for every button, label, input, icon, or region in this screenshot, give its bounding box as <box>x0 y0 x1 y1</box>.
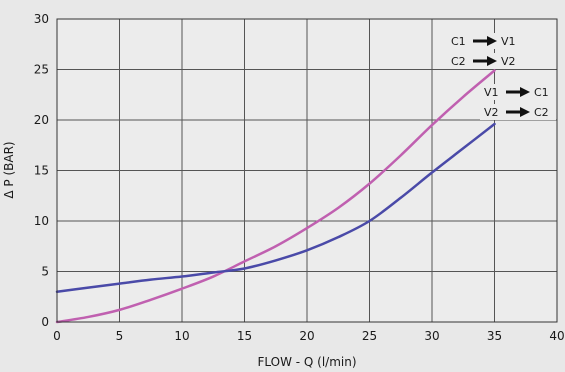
series-group <box>55 69 496 324</box>
legend-to-label: C2 <box>534 106 549 119</box>
legend-from-label: C2 <box>451 55 466 68</box>
y-tick-label: 15 <box>34 164 49 178</box>
x-tick-label: 30 <box>424 329 439 343</box>
x-tick-label: 35 <box>487 329 502 343</box>
y-tick-label: 5 <box>41 265 49 279</box>
legend-to-label: V2 <box>501 55 516 68</box>
arrow-head-icon <box>487 56 497 66</box>
legend-from-label: V1 <box>484 86 499 99</box>
x-tick-label: 40 <box>549 329 564 343</box>
legend-to-label: V1 <box>501 35 516 48</box>
x-tick-label: 5 <box>116 329 124 343</box>
x-tick-label: 0 <box>53 329 61 343</box>
arrow-head-icon <box>520 87 530 97</box>
arrow-head-icon <box>520 107 530 117</box>
arrow-head-icon <box>487 36 497 46</box>
legend-entry: V2 C2 <box>480 104 556 120</box>
legend-entry: C1 V1 <box>447 33 523 49</box>
x-axis-title: FLOW - Q (l/min) <box>257 355 356 369</box>
series-line-2 <box>55 122 496 293</box>
y-tick-label: 30 <box>34 12 49 26</box>
legend-entry: C2 V2 <box>447 53 523 69</box>
legend-entry: V1 C1 <box>480 84 556 100</box>
x-tick-label: 10 <box>174 329 189 343</box>
x-tick-label: 15 <box>237 329 252 343</box>
x-tick-label: 25 <box>362 329 377 343</box>
y-tick-label: 25 <box>34 63 49 77</box>
legend-to-label: C1 <box>534 86 549 99</box>
y-tick-label: 20 <box>34 113 49 127</box>
x-tick-labels: 0 5 10 15 20 25 30 35 40 <box>53 329 564 343</box>
plot-border <box>56 18 558 323</box>
x-tick-label: 20 <box>299 329 314 343</box>
legend-from-label: C1 <box>451 35 466 48</box>
series-line-1 <box>55 69 496 324</box>
legend-from-label: V2 <box>484 106 499 119</box>
y-axis-title: Δ P (BAR) <box>2 141 16 198</box>
y-tick-labels: 0 5 10 15 20 25 30 <box>34 12 49 329</box>
y-tick-label: 0 <box>41 315 49 329</box>
legend: C1 V1 C2 V2 V1 C1 V2 C2 <box>447 33 556 120</box>
y-tick-label: 10 <box>34 214 49 228</box>
